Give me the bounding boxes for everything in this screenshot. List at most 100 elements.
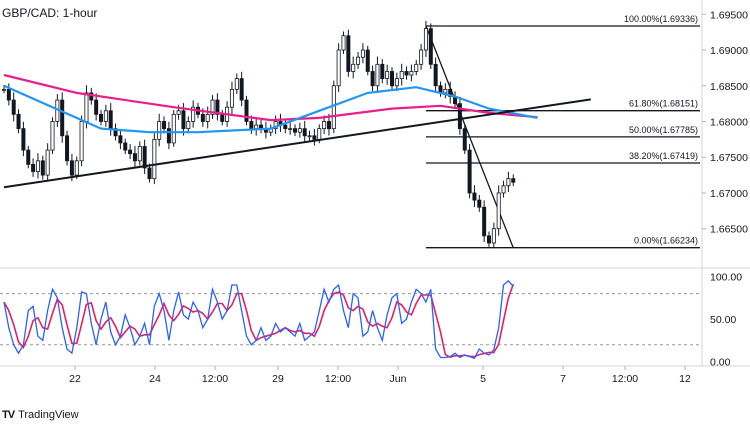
ma-blue-line	[3, 84, 538, 134]
candle-body	[118, 135, 123, 144]
candle-body	[132, 153, 137, 162]
candle-body	[103, 110, 108, 122]
price-tick-label: 1.66500	[710, 224, 748, 236]
candle-body	[370, 71, 375, 87]
candle-body	[162, 121, 167, 130]
candle-body	[84, 92, 89, 122]
candle-body	[385, 71, 390, 80]
candle-body	[322, 121, 327, 130]
candle-body	[283, 124, 288, 130]
fib-level-label: 61.80%(1.68151)	[629, 99, 698, 109]
price-tick-label: 1.69000	[710, 45, 748, 57]
candle-body	[404, 71, 409, 76]
candle-body	[394, 78, 399, 87]
candle-body	[234, 78, 239, 90]
candle-body	[297, 128, 302, 133]
candle-body	[50, 121, 55, 151]
fib-level-label: 0.00%(1.66234)	[634, 236, 698, 246]
time-tick-label: 24	[149, 373, 161, 385]
candle-body	[317, 128, 322, 140]
ma-pink-line	[3, 73, 538, 122]
candle-body	[220, 113, 225, 122]
candle-body	[326, 121, 331, 130]
candle-body	[501, 185, 506, 194]
candle-body	[462, 128, 467, 151]
candle-body	[273, 121, 278, 130]
oscillator-tick-label: 50.00	[710, 314, 736, 326]
time-tick-label: 12:00	[325, 373, 351, 385]
price-tick-label: 1.68500	[710, 81, 748, 93]
candle-body	[292, 128, 297, 133]
candle-body	[360, 49, 365, 58]
candle-body	[491, 228, 496, 244]
time-tick-label: 5	[480, 373, 486, 385]
candle-body	[356, 56, 361, 65]
candle-body	[229, 88, 234, 108]
candle-body	[457, 103, 462, 130]
candle-body	[302, 128, 307, 137]
candle-body	[157, 121, 162, 140]
candle-body	[351, 63, 356, 72]
fib-level-label: 100.00%(1.69336)	[624, 14, 698, 24]
time-tick-label: 12:00	[612, 373, 638, 385]
candle-body	[288, 128, 293, 131]
price-tick-label: 1.67000	[710, 188, 748, 200]
candle-body	[389, 71, 394, 87]
candle-body	[419, 49, 424, 65]
candle-body	[2, 88, 7, 91]
candle-body	[60, 99, 65, 137]
candle-body	[346, 35, 351, 72]
time-tick-label: Jun	[390, 373, 407, 385]
candle-body	[467, 149, 472, 194]
candle-body	[176, 110, 181, 115]
time-tick-label: 12:00	[202, 373, 228, 385]
fib-level-label: 38.20%(1.67419)	[629, 151, 698, 161]
candle-body	[433, 63, 438, 87]
candle-body	[35, 160, 40, 172]
candle-body	[409, 71, 414, 76]
candle-body	[45, 149, 50, 176]
candle-body	[254, 124, 259, 130]
candle-body	[423, 28, 428, 51]
candle-body	[399, 71, 404, 80]
candle-body	[108, 110, 113, 130]
candle-body	[142, 146, 147, 169]
candle-body	[414, 63, 419, 72]
candle-body	[31, 163, 36, 172]
candle-body	[205, 113, 210, 122]
candle-body	[506, 178, 511, 187]
candle-body	[40, 160, 45, 176]
oscillator-tick-label: 0.00	[710, 357, 731, 369]
price-tick-label: 1.67500	[710, 152, 748, 164]
stochastic-k-line	[3, 279, 514, 360]
candle-body	[307, 135, 312, 138]
price-tick-label: 1.69500	[710, 9, 748, 21]
candle-body	[472, 192, 477, 201]
candle-body	[511, 178, 516, 183]
candle-body	[331, 85, 336, 130]
time-tick-label: 7	[560, 373, 566, 385]
candle-body	[215, 99, 220, 115]
time-tick-label: 22	[69, 373, 81, 385]
candle-body	[482, 206, 487, 237]
candle-body	[74, 160, 79, 176]
candle-body	[137, 146, 142, 162]
candle-body	[375, 63, 380, 87]
candle-body	[239, 78, 244, 101]
candle-body	[191, 106, 196, 122]
candle-body	[443, 88, 448, 94]
candle-body	[21, 128, 26, 151]
candle-body	[249, 121, 254, 130]
brand-label: TradingView	[18, 409, 79, 421]
tradingview-logo-icon: TV	[2, 409, 15, 421]
price-tick-label: 1.68000	[710, 116, 748, 128]
candle-body	[166, 128, 171, 144]
candle-body	[365, 49, 370, 72]
candle-body	[171, 113, 176, 144]
candle-body	[186, 121, 191, 130]
candle-body	[128, 149, 133, 155]
candle-body	[79, 121, 84, 162]
time-tick-label: 29	[272, 373, 284, 385]
